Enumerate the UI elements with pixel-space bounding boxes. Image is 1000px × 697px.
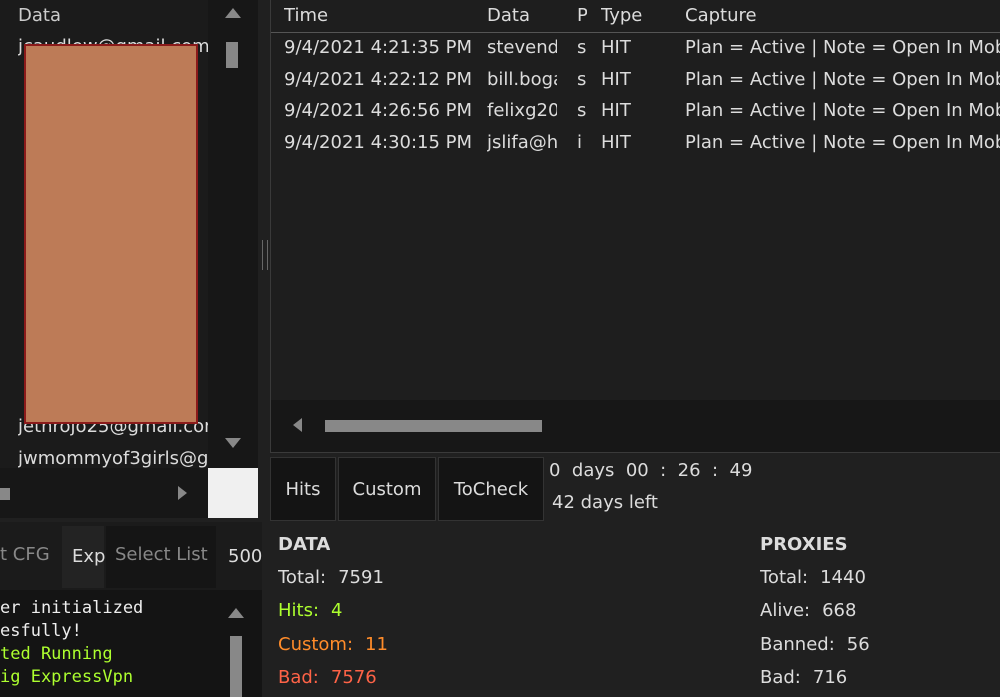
- horizontal-scrollbar[interactable]: [0, 468, 208, 518]
- table-cell: HIT: [601, 68, 631, 90]
- column-header[interactable]: Time: [284, 5, 329, 26]
- stat-value: 4: [331, 600, 343, 622]
- table-cell: s: [577, 100, 587, 121]
- stat-label: Bad:: [760, 666, 801, 688]
- table-cell: bill.boga: [487, 68, 557, 90]
- scroll-up[interactable]: [225, 8, 241, 18]
- log-line: ted Running: [0, 644, 113, 664]
- scroll-thumb[interactable]: [325, 420, 542, 432]
- tocheck-button[interactable]: ToCheck: [438, 457, 544, 521]
- tab[interactable]: Exp: [72, 546, 106, 567]
- table-cell: Plan = Active | Note = Open In Mob: [685, 37, 1000, 58]
- scroll-thumb[interactable]: [230, 636, 242, 697]
- log-line: er initialized: [0, 598, 144, 618]
- table-cell: i: [577, 131, 583, 153]
- stat-value: 7591: [338, 567, 384, 588]
- table-cell: 9/4/2021 4:21:35 PM: [284, 37, 473, 58]
- log-box: [0, 590, 262, 697]
- custom-button[interactable]: Custom: [338, 457, 436, 521]
- stat-value: 56: [846, 633, 870, 655]
- log-line: esfully!: [0, 621, 82, 641]
- table-cell: s: [577, 68, 587, 90]
- table-cell: HIT: [601, 100, 631, 121]
- tab[interactable]: 500,: [228, 546, 262, 567]
- stat-label: Total:: [278, 567, 327, 588]
- stat-value: 11: [365, 633, 388, 655]
- table-cell: Plan = Active | Note = Open In Mob: [685, 100, 1000, 121]
- table-cell: HIT: [601, 37, 631, 58]
- table-scrollbar[interactable]: [271, 400, 1000, 452]
- scroll-left[interactable]: [293, 418, 302, 432]
- stat-label: Total:: [760, 567, 809, 588]
- stats-title: PROXIES: [760, 534, 848, 555]
- stat-value: 7576: [330, 666, 377, 688]
- scroll-up[interactable]: [228, 608, 244, 618]
- table-cell: jslifa@h: [487, 131, 557, 153]
- table-cell: stevend: [487, 37, 557, 58]
- table-cell: Plan = Active | Note = Open In Mob: [685, 131, 1000, 153]
- column-header[interactable]: Type: [601, 5, 643, 26]
- table-cell: 9/4/2021 4:26:56 PM: [284, 100, 473, 121]
- elapsed-time: 0 days 00 : 26 : 49: [549, 460, 753, 481]
- data-list: Data jcaudlew@gmail.com jethrojo25@gmail…: [0, 0, 208, 468]
- table-cell: Plan = Active | Note = Open In Mob: [685, 68, 1000, 90]
- scroll-right[interactable]: [178, 486, 187, 500]
- stat-value: 668: [822, 600, 857, 622]
- redaction-box: [24, 44, 198, 424]
- stat-label: Bad:: [278, 666, 319, 688]
- tab-bg: [62, 526, 104, 588]
- stat-label: Banned:: [760, 633, 835, 655]
- stat-label: Hits:: [278, 600, 320, 622]
- vertical-scrollbar[interactable]: [208, 0, 258, 468]
- column-header[interactable]: Pr: [577, 5, 587, 26]
- splitter[interactable]: [262, 240, 268, 270]
- table-cell: felixg20: [487, 100, 557, 121]
- log-line: ig ExpressVpn: [0, 667, 134, 687]
- hits-button[interactable]: Hits: [270, 457, 336, 521]
- table-cell: HIT: [601, 131, 631, 153]
- table-cell: 9/4/2021 4:30:15 PM: [284, 131, 473, 153]
- scroll-thumb[interactable]: [226, 42, 238, 68]
- stats-title: DATA: [278, 534, 331, 555]
- tab[interactable]: t CFG: [0, 544, 50, 565]
- stat-value: 716: [812, 666, 848, 688]
- corner: [208, 468, 258, 518]
- stat-label: Custom:: [278, 633, 354, 655]
- table-cell: s: [577, 37, 587, 58]
- results-table: [270, 0, 1000, 453]
- list-header: Data: [18, 5, 61, 26]
- scroll-down[interactable]: [225, 438, 241, 448]
- column-header[interactable]: Data: [487, 5, 530, 26]
- tab-bg: [106, 526, 216, 588]
- list-row[interactable]: jwmommyof3girls@g: [18, 448, 208, 468]
- scroll-thumb[interactable]: [0, 488, 10, 500]
- stat-label: Alive:: [760, 600, 811, 622]
- table-cell: 9/4/2021 4:22:12 PM: [284, 68, 473, 90]
- days-left: 42 days left: [552, 492, 658, 513]
- tab[interactable]: Select List: [115, 544, 208, 565]
- column-header[interactable]: Capture: [685, 5, 757, 26]
- log-panel: t CFG Exp Select List 500, er initialize…: [0, 522, 262, 697]
- header-border: [271, 32, 1000, 33]
- stat-value: 1440: [820, 567, 866, 588]
